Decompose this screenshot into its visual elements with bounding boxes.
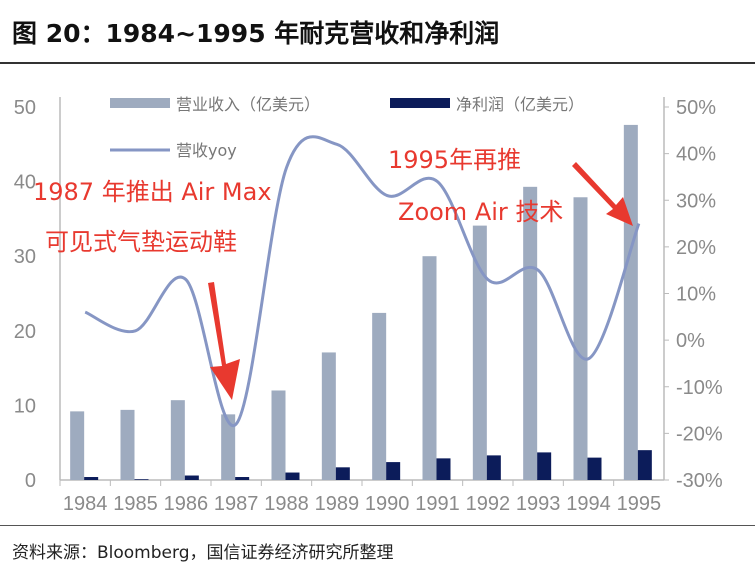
left-tick-label: 50: [14, 97, 36, 119]
right-tick-label: 30%: [676, 190, 716, 212]
x-tick-label: 1987: [214, 493, 259, 515]
profit-bar: [84, 477, 99, 480]
left-tick-label: 30: [14, 246, 36, 268]
profit-bar: [285, 472, 300, 480]
x-tick-label: 1990: [365, 493, 410, 515]
profit-bar: [486, 455, 501, 480]
right-tick-label: -20%: [676, 423, 723, 445]
x-tick-label: 1993: [516, 493, 561, 515]
arrow-1987-icon: [208, 282, 240, 400]
x-tick-label: 1992: [466, 493, 511, 515]
left-tick-label: 0: [25, 470, 36, 492]
right-tick-label: -30%: [676, 470, 723, 492]
revenue-bar: [321, 352, 336, 480]
x-tick-label: 1995: [617, 493, 662, 515]
profit-bar: [436, 458, 451, 480]
annotation-1995-line1: 1995年再推: [388, 146, 521, 174]
x-tick-label: 1988: [264, 493, 309, 515]
legend-profit-label: 净利润（亿美元）: [456, 95, 584, 114]
profit-bar: [235, 477, 250, 480]
source-note: 资料来源：Bloomberg，国信证券经济研究所整理: [12, 543, 394, 563]
legend-profit-swatch: [390, 98, 450, 108]
figure-title: 图 20：1984~1995 年耐克营收和净利润: [12, 19, 500, 48]
annotation-1987-line2: 可见式气垫运动鞋: [45, 228, 237, 256]
right-tick-label: 10%: [676, 284, 716, 306]
revenue-bar: [523, 186, 538, 480]
x-tick-label: 1984: [63, 493, 108, 515]
profit-bar: [134, 479, 149, 480]
profit-bar: [637, 450, 652, 480]
yoy-line: [84, 135, 641, 428]
profit-bar: [537, 452, 552, 480]
x-tick-label: 1991: [415, 493, 460, 515]
revenue-bar: [623, 124, 638, 481]
profit-bar: [386, 462, 401, 480]
x-tick-label: 1986: [164, 493, 209, 515]
chart: 0 10 20 30 40 50 -30% -20% -10% 0% 10% 20% 30% 40% 50%…: [14, 95, 723, 515]
profit-bar: [335, 467, 350, 480]
legend-revenue-label: 营业收入（亿美元）: [176, 95, 320, 114]
right-tick-label: 50%: [676, 97, 716, 119]
x-tick-label: 1994: [566, 493, 611, 515]
profit-bar: [184, 475, 199, 480]
right-tick-label: -10%: [676, 377, 723, 399]
left-tick-label: 10: [14, 395, 36, 417]
revenue-bar: [70, 411, 85, 480]
revenue-bar: [472, 225, 487, 480]
title-divider: [0, 62, 755, 64]
profit-bar: [587, 457, 602, 480]
footer-divider: [0, 525, 755, 526]
legend-revenue-swatch: [110, 98, 170, 108]
revenue-bar: [573, 197, 588, 481]
x-tick-label: 1989: [315, 493, 360, 515]
right-tick-label: 40%: [676, 144, 716, 166]
annotation-1987-line1: 1987 年推出 Air Max: [33, 178, 272, 206]
annotation-1995-line2: Zoom Air 技术: [398, 198, 563, 226]
right-tick-label: 20%: [676, 237, 716, 259]
legend-yoy-label: 营收yoy: [176, 141, 237, 160]
right-tick-label: 0%: [676, 330, 705, 352]
revenue-bar: [120, 409, 135, 480]
x-tick-label: 1985: [113, 493, 158, 515]
revenue-bar: [422, 256, 437, 480]
arrow-1995-icon: [572, 162, 633, 226]
left-tick-label: 20: [14, 321, 36, 343]
revenue-bar: [271, 390, 286, 480]
revenue-bar: [170, 400, 185, 480]
left-tick-label: 40: [14, 172, 36, 194]
revenue-bar: [221, 414, 236, 480]
revenue-bar: [372, 312, 387, 480]
